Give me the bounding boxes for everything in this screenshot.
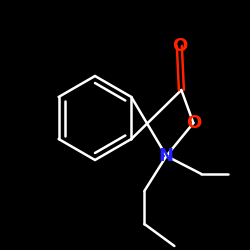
Text: O: O bbox=[172, 37, 187, 55]
Text: N: N bbox=[159, 147, 174, 165]
Text: O: O bbox=[186, 114, 201, 132]
